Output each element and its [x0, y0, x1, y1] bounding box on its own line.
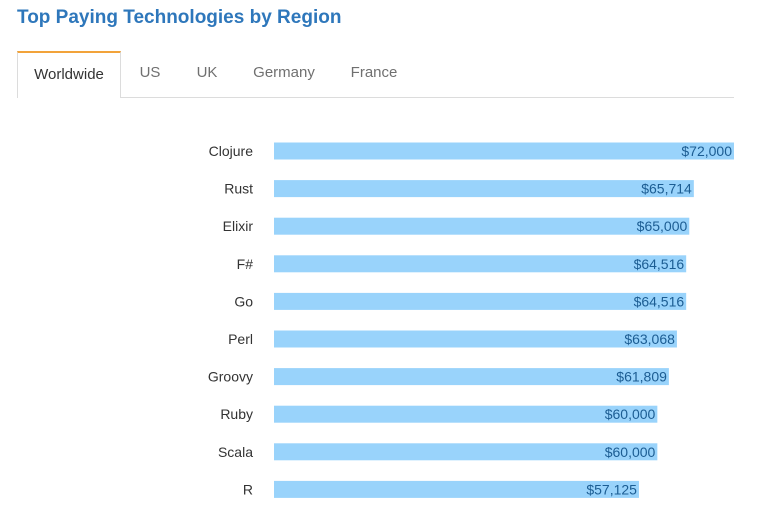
category-label-groovy: Groovy: [208, 369, 253, 385]
chart-title: Top Paying Technologies by Region: [17, 7, 342, 28]
value-label-perl: $63,068: [624, 331, 675, 347]
value-label-go: $64,516: [634, 293, 685, 309]
value-label-r: $57,125: [586, 481, 637, 497]
category-label-r: R: [243, 481, 253, 497]
value-label-scala: $60,000: [605, 444, 656, 460]
bar-rust[interactable]: [274, 180, 694, 198]
value-label-rust: $65,714: [641, 181, 692, 197]
tab-worldwide[interactable]: Worldwide: [17, 51, 121, 98]
value-label-elixir: $65,000: [637, 218, 688, 234]
bar-groovy[interactable]: [274, 368, 669, 386]
bar-go[interactable]: [274, 292, 687, 310]
value-label-ruby: $60,000: [605, 406, 656, 422]
bar-r[interactable]: [274, 480, 639, 498]
tab-germany[interactable]: Germany: [253, 64, 315, 81]
category-label-perl: Perl: [228, 331, 253, 347]
category-label-elixir: Elixir: [223, 218, 254, 234]
bar-perl[interactable]: [274, 330, 677, 348]
category-label-ruby: Ruby: [220, 406, 253, 422]
category-label-f: F#: [237, 256, 254, 272]
tab-france[interactable]: France: [350, 64, 398, 81]
tab-uk[interactable]: UK: [196, 64, 218, 81]
bar-clojure[interactable]: [274, 142, 734, 160]
category-label-clojure: Clojure: [209, 143, 254, 159]
region-tabs: Worldwide US UK Germany France: [17, 51, 734, 98]
bar-ruby[interactable]: [274, 405, 658, 423]
bar-scala[interactable]: [274, 443, 658, 461]
category-label-scala: Scala: [218, 444, 253, 460]
value-label-clojure: $72,000: [681, 143, 732, 159]
tab-us[interactable]: US: [139, 64, 161, 81]
category-label-go: Go: [234, 293, 253, 309]
value-label-f: $64,516: [634, 256, 685, 272]
category-label-rust: Rust: [224, 181, 253, 197]
bar-elixir[interactable]: [274, 217, 690, 235]
value-label-groovy: $61,809: [616, 369, 667, 385]
bar-f[interactable]: [274, 255, 687, 273]
